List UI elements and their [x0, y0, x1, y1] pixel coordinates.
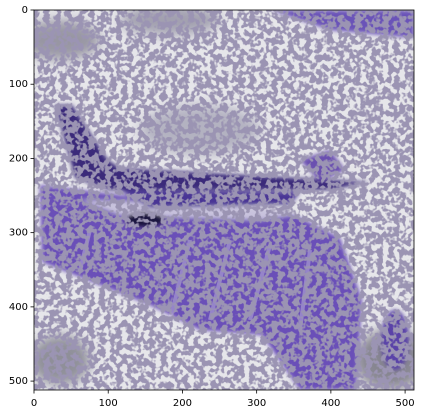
x-tick-label: 0 [31, 398, 37, 409]
x-tick-label: 300 [247, 398, 266, 409]
y-tick-label: 500 [9, 376, 28, 387]
x-tick-label: 400 [321, 398, 340, 409]
y-tick-label: 0 [22, 5, 28, 16]
y-tick-label: 100 [9, 79, 28, 90]
y-tick-label: 300 [9, 228, 28, 239]
y-tick-label: 200 [9, 153, 28, 164]
axes-frame [33, 9, 415, 391]
x-tick-label: 100 [99, 398, 118, 409]
y-tick-label: 400 [9, 302, 28, 313]
x-tick-label: 200 [173, 398, 192, 409]
x-tick-label: 500 [396, 398, 415, 409]
image [34, 10, 414, 390]
